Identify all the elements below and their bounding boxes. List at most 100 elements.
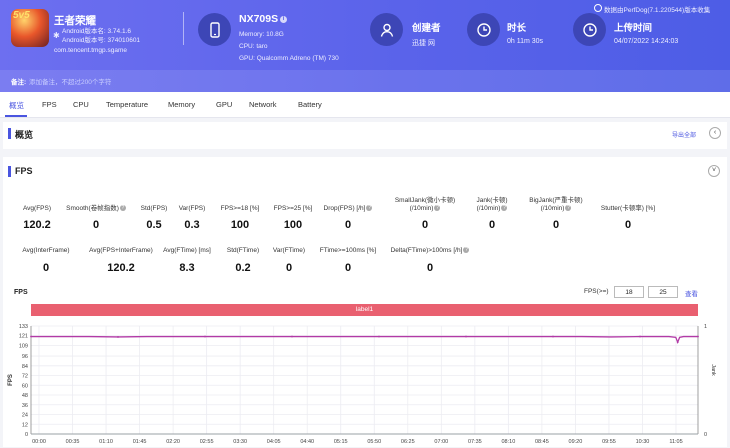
tab-memory[interactable]: Memory xyxy=(168,100,196,109)
tab-cpu[interactable]: CPU xyxy=(73,100,89,109)
x-tick-label: 00:35 xyxy=(66,439,80,445)
share-icon[interactable] xyxy=(594,4,602,12)
help-icon[interactable]: ? xyxy=(119,205,126,212)
report-header: 5v5 王者荣耀 ✱ Android版本名: 3.74.1.6 Android版… xyxy=(0,0,730,92)
help-icon[interactable]: ? xyxy=(434,205,441,212)
duration-label: 时长 xyxy=(507,23,527,34)
help-icon[interactable]: ? xyxy=(366,205,373,212)
stat-value: 0.2 xyxy=(235,262,251,274)
fps-data-point xyxy=(30,335,32,338)
tab-battery[interactable]: Battery xyxy=(298,100,322,109)
stat-value: 100 xyxy=(283,219,303,231)
tab-fps[interactable]: FPS xyxy=(42,100,57,109)
x-tick-label: 09:20 xyxy=(569,439,583,445)
y-axis-label: FPS xyxy=(8,374,14,386)
stat-value: 100 xyxy=(230,219,250,231)
y-tick-label: 109 xyxy=(19,343,28,349)
stat-label: Smooth(卷帧指数)? xyxy=(66,205,126,212)
source-note: 数据由PerfDog(7.1.220544)版本收集 xyxy=(604,7,711,14)
y-tick-label: 96 xyxy=(22,354,28,360)
help-icon[interactable]: ? xyxy=(463,247,470,254)
tab-bar: 概览 FPS CPU Temperature Memory GPU Networ… xyxy=(0,92,730,118)
x-tick-label: 01:10 xyxy=(99,439,113,445)
x-tick-label: 02:55 xyxy=(200,439,214,445)
upload-value: 04/07/2022 14:24:03 xyxy=(614,38,679,45)
y-tick-label: 60 xyxy=(22,383,28,389)
device-gpu: GPU: Qualcomm Adreno (TM) 730 xyxy=(239,55,339,62)
stat-value: 0 xyxy=(344,219,352,231)
overview-title: 概览 xyxy=(15,130,34,140)
y-tick-label: 72 xyxy=(22,374,28,380)
duration-value: 0h 11m 30s xyxy=(507,38,544,45)
x-tick-label: 10:30 xyxy=(636,439,650,445)
y-tick-label: 36 xyxy=(22,403,28,409)
app-icon: 5v5 xyxy=(11,9,49,47)
fps-min-input[interactable] xyxy=(614,286,644,298)
x-tick-label: 11:05 xyxy=(669,439,682,445)
stat-label: Avg(FPS) xyxy=(22,205,52,212)
x-tick-label: 06:25 xyxy=(401,439,415,445)
fps-filter-label: FPS(>=) xyxy=(584,288,609,295)
fps-max-input[interactable] xyxy=(648,286,678,298)
label-bar[interactable]: label1 xyxy=(31,304,698,316)
fps-collapse-button[interactable]: ˅ xyxy=(708,165,720,177)
y2-axis-label: Jank xyxy=(710,364,716,376)
note-input[interactable]: 添加备注，不超过200个字符 xyxy=(29,79,112,86)
fps-data-point xyxy=(465,335,467,338)
fps-apply-link[interactable]: 查看 xyxy=(685,291,698,298)
fps-data-point xyxy=(378,335,380,338)
stat-value: 0 xyxy=(285,262,293,274)
x-tick-label: 07:00 xyxy=(434,439,448,445)
stat-label: Drop(FPS) [/h]? xyxy=(323,205,373,212)
x-tick-label: 04:05 xyxy=(267,439,281,445)
tab-overview[interactable]: 概览 xyxy=(9,101,24,110)
phone-icon xyxy=(198,13,231,46)
stat-label: SmallJank(微小卡顿) (/10min)? xyxy=(394,197,456,212)
stat-label: Avg(InterFrame) xyxy=(22,247,70,254)
tab-network[interactable]: Network xyxy=(249,100,277,109)
stat-value: 0 xyxy=(552,219,560,231)
stat-label: Var(FPS) xyxy=(178,205,206,212)
note-bar xyxy=(0,70,730,92)
tab-temperature[interactable]: Temperature xyxy=(106,100,149,109)
y2-tick-label: 1 xyxy=(704,324,707,330)
stat-label: Std(FPS) xyxy=(140,205,168,212)
fps-data-point xyxy=(697,335,699,338)
note-label: 备注: xyxy=(11,79,27,86)
export-all-link[interactable]: 导出全部 xyxy=(672,133,697,139)
active-tab-indicator xyxy=(5,115,27,117)
y2-tick-label: 0 xyxy=(704,432,707,438)
stat-value: 0.5 xyxy=(146,219,162,231)
fps-chart-title: FPS xyxy=(14,289,28,296)
device-info-icon[interactable]: i xyxy=(280,15,288,23)
y-tick-label: 48 xyxy=(22,393,28,399)
overview-accent xyxy=(8,128,11,139)
overview-collapse-button[interactable]: ‹ xyxy=(709,127,721,139)
device-cpu: CPU: taro xyxy=(239,43,268,50)
x-tick-label: 08:10 xyxy=(501,439,515,445)
tab-gpu[interactable]: GPU xyxy=(216,100,233,109)
x-tick-label: 00:00 xyxy=(32,439,46,445)
help-icon[interactable]: ? xyxy=(501,205,508,212)
app-package: com.tencent.tmgp.sgame xyxy=(54,47,127,54)
x-tick-label: 04:40 xyxy=(300,439,314,445)
fps-data-point xyxy=(676,341,679,344)
stat-value: 0.3 xyxy=(184,219,200,231)
device-memory: Memory: 10.8G xyxy=(239,31,284,38)
fps-chart[interactable]: 0 12 24 36 48 60 72 84 96 109 121 133 00:00 00:35 01:1… xyxy=(0,318,730,448)
upload-label: 上传时间 xyxy=(614,23,653,34)
x-tick-label: 03:30 xyxy=(233,439,247,445)
stat-value: 8.3 xyxy=(179,262,195,274)
y-tick-label: 24 xyxy=(22,413,28,419)
stat-label: FTime>=100ms [%] xyxy=(319,247,377,254)
y-tick-label: 12 xyxy=(22,422,28,428)
stat-value: 120.2 xyxy=(107,262,135,274)
y-tick-label: 121 xyxy=(19,334,28,340)
x-tick-label: 01:45 xyxy=(133,439,147,445)
x-tick-label: 08:45 xyxy=(535,439,549,445)
stat-label: Jank(卡顿) (/10min)? xyxy=(476,197,508,212)
help-icon[interactable]: ? xyxy=(565,205,572,212)
overview-panel xyxy=(3,122,727,149)
clock-icon xyxy=(467,13,500,46)
x-tick-label: 05:15 xyxy=(334,439,348,445)
